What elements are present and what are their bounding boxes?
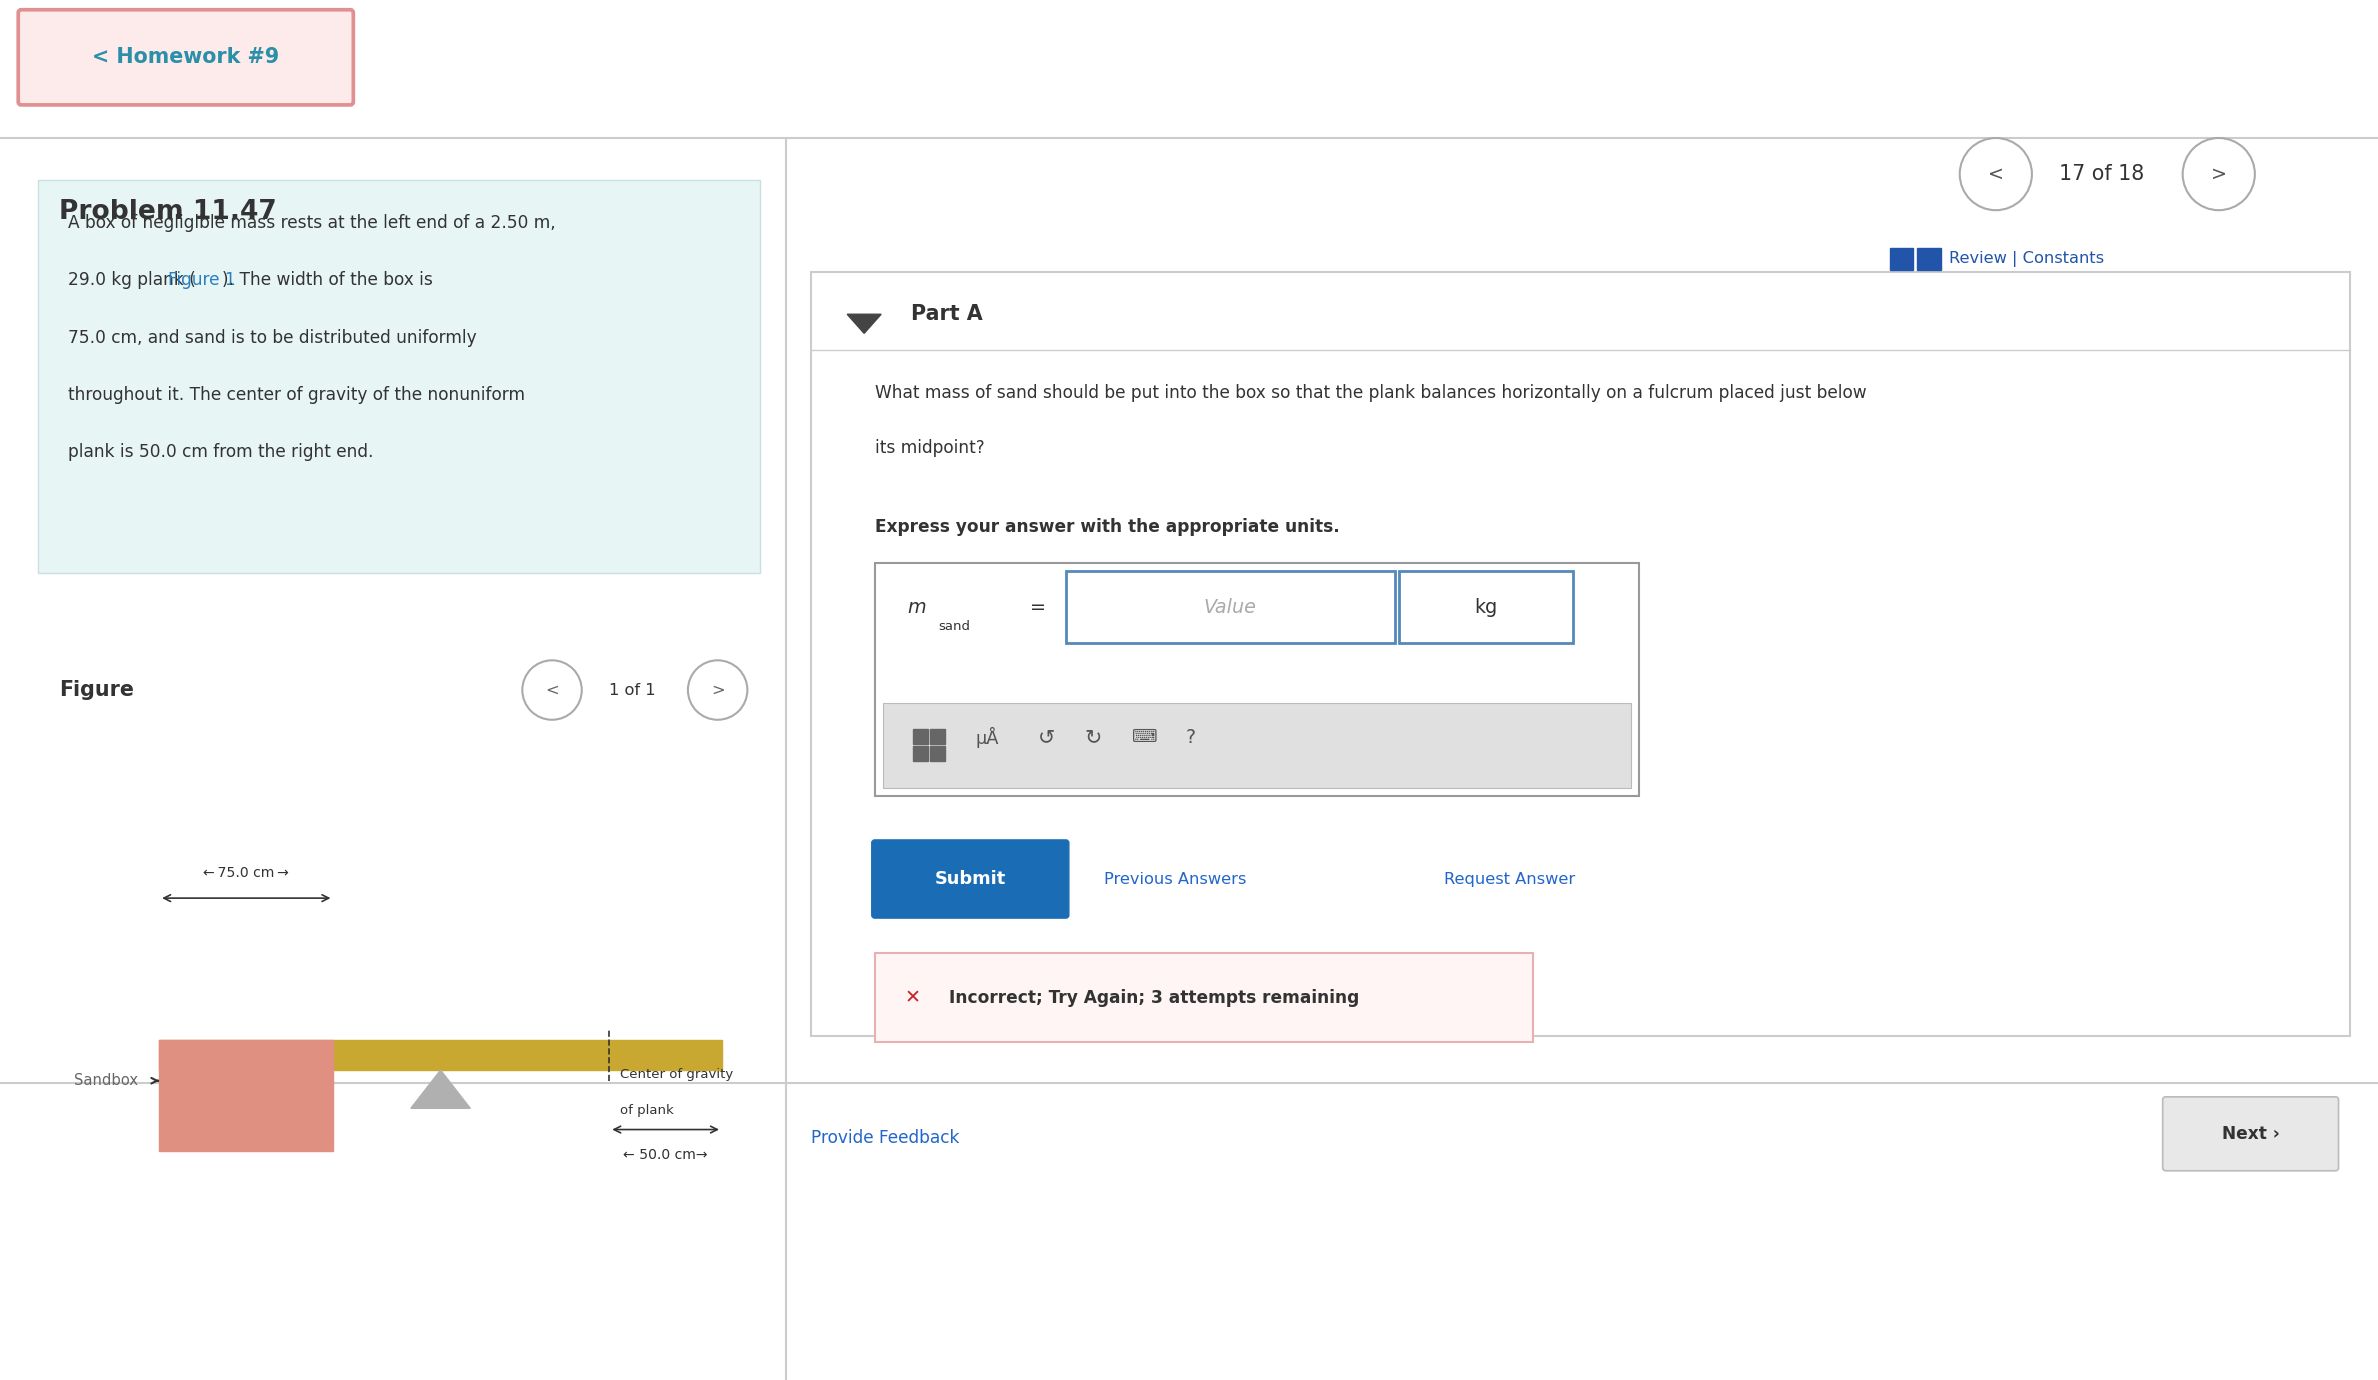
Text: μÅ: μÅ (975, 727, 999, 748)
Bar (38, 181, 761, 573)
Text: ). The width of the box is: ). The width of the box is (221, 272, 433, 290)
Circle shape (1959, 138, 2031, 210)
Circle shape (2183, 138, 2254, 210)
Text: ↺: ↺ (1039, 727, 1056, 748)
Bar (930, 729, 944, 744)
FancyBboxPatch shape (2162, 1097, 2338, 1170)
Text: Submit: Submit (935, 869, 1006, 887)
Bar (930, 747, 944, 762)
Circle shape (523, 660, 583, 720)
Text: ?: ? (1187, 727, 1196, 747)
Text: Review | Constants: Review | Constants (1950, 251, 2105, 268)
Polygon shape (411, 1070, 471, 1108)
Text: Figure 1: Figure 1 (169, 272, 235, 290)
Text: Problem 11.47: Problem 11.47 (59, 199, 278, 225)
Bar (875, 563, 1638, 796)
Text: Next ›: Next › (2221, 1125, 2281, 1143)
Text: throughout it. The center of gravity of the nonuniform: throughout it. The center of gravity of … (69, 386, 526, 404)
Text: >: > (2212, 164, 2226, 184)
Text: of plank: of plank (621, 1104, 673, 1116)
Text: =: = (1030, 598, 1046, 617)
Text: Previous Answers: Previous Answers (1103, 872, 1246, 886)
Text: Center of gravity: Center of gravity (621, 1068, 732, 1081)
Bar (159, 1041, 723, 1070)
Text: ← 75.0 cm →: ← 75.0 cm → (205, 865, 290, 879)
Bar (159, 1041, 333, 1151)
Text: A box of negligible mass rests at the left end of a 2.50 m,: A box of negligible mass rests at the le… (69, 214, 556, 232)
Text: ⌨: ⌨ (1132, 729, 1158, 747)
Circle shape (687, 660, 747, 720)
Text: What mass of sand should be put into the box so that the plank balances horizont: What mass of sand should be put into the… (875, 384, 1867, 402)
Text: sand: sand (939, 620, 970, 633)
Text: ✕: ✕ (906, 988, 920, 1007)
Text: <: < (1988, 164, 2005, 184)
Bar (1065, 571, 1396, 643)
Text: ↻: ↻ (1084, 727, 1101, 748)
Text: ← 50.0 cm→: ← 50.0 cm→ (623, 1148, 709, 1162)
Bar (1917, 248, 1940, 269)
Text: <: < (545, 683, 559, 697)
Text: Sandbox: Sandbox (74, 1074, 138, 1089)
Text: 17 of 18: 17 of 18 (2059, 164, 2145, 184)
Text: Provide Feedback: Provide Feedback (811, 1129, 958, 1147)
Text: plank is 50.0 cm from the right end.: plank is 50.0 cm from the right end. (69, 443, 373, 461)
Bar (811, 272, 2349, 1036)
Text: Incorrect; Try Again; 3 attempts remaining: Incorrect; Try Again; 3 attempts remaini… (949, 989, 1360, 1007)
Bar (1398, 571, 1574, 643)
Bar (913, 747, 927, 762)
Text: 1 of 1: 1 of 1 (609, 683, 656, 697)
Text: Part A: Part A (911, 304, 982, 324)
Bar (1891, 248, 1912, 269)
Polygon shape (847, 315, 882, 334)
Text: 29.0 kg plank (: 29.0 kg plank ( (69, 272, 195, 290)
Text: its midpoint?: its midpoint? (875, 439, 984, 457)
Bar (913, 729, 927, 744)
Text: Figure: Figure (59, 680, 133, 700)
Text: < Homework #9: < Homework #9 (93, 47, 278, 68)
Bar (882, 702, 1631, 788)
Text: >: > (711, 683, 725, 697)
Text: 75.0 cm, and sand is to be distributed uniformly: 75.0 cm, and sand is to be distributed u… (69, 328, 476, 346)
Text: kg: kg (1474, 598, 1498, 617)
Text: Value: Value (1203, 598, 1258, 617)
Text: $m$: $m$ (906, 598, 925, 617)
FancyBboxPatch shape (19, 10, 354, 105)
Text: Express your answer with the appropriate units.: Express your answer with the appropriate… (875, 518, 1339, 535)
FancyBboxPatch shape (873, 840, 1068, 918)
Text: Request Answer: Request Answer (1443, 872, 1574, 886)
Bar (875, 954, 1534, 1042)
